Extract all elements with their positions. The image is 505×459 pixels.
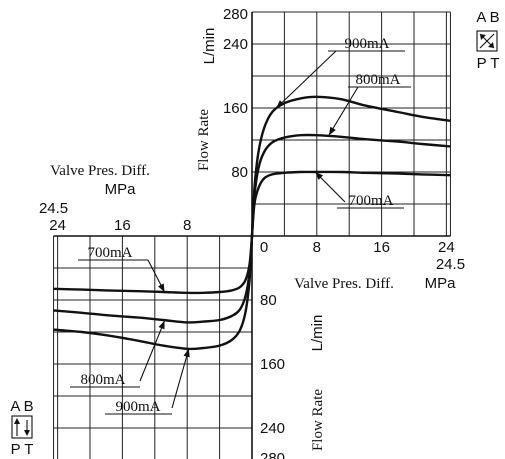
ur-leader-800mA bbox=[328, 86, 359, 136]
ur-series-label-900mA: 900mA bbox=[345, 36, 390, 52]
ur-y-axis-title: Flow Rate bbox=[196, 109, 212, 171]
ll-symbol-top-label: A B bbox=[10, 398, 33, 415]
ur-symbol-box bbox=[476, 30, 498, 52]
ur-symbol-arrowhead-b bbox=[488, 42, 494, 48]
ur-leader-900mA-arrowhead bbox=[276, 100, 285, 108]
ur-x-axis-title: Valve Pres. Diff. bbox=[294, 276, 394, 292]
ll-leader-700mA-arrowhead bbox=[158, 283, 165, 292]
ur-symbol-arrowhead-a bbox=[480, 34, 486, 40]
ll-x-axis-unit: MPa bbox=[105, 181, 137, 198]
ll-symbol-arrowhead-a bbox=[14, 418, 20, 424]
valve-symbol-upper-right: A B P T bbox=[476, 9, 499, 72]
valve-symbol-lower-left: A B P T bbox=[10, 398, 33, 458]
ur-series-label-800mA: 800mA bbox=[356, 72, 401, 88]
ll-y-axis-unit: L/min bbox=[309, 315, 326, 352]
ll-series-label-800mA: 800mA bbox=[81, 372, 126, 388]
ur-y-tick-label-80: 80 bbox=[231, 164, 248, 181]
ll-symbol-box bbox=[11, 415, 33, 439]
ll-curve-700mA bbox=[53, 235, 254, 295]
ur-leader-800mA-arrowhead bbox=[328, 126, 336, 136]
ll-y-tick-label-160: 160 bbox=[260, 356, 285, 373]
ur-symbol-top-label: A B bbox=[476, 9, 499, 26]
ll-series-label-900mA: 900mA bbox=[116, 399, 161, 415]
ur-y-tick-label-240: 240 bbox=[223, 36, 248, 53]
ur-x-tick-label-16: 16 bbox=[373, 239, 390, 256]
ur-y-max-label: 280 bbox=[223, 6, 248, 23]
ll-x-tick-label-16: 16 bbox=[114, 217, 131, 234]
ur-leader-900mA bbox=[275, 50, 337, 109]
ll-y-max-label: 280 bbox=[260, 450, 285, 459]
ur-y-tick-label-160: 160 bbox=[223, 100, 248, 117]
ll-y-axis-title: Flow Rate bbox=[310, 389, 326, 451]
ur-leader-700mA-arrowhead bbox=[315, 172, 324, 180]
ur-symbol-bottom-label: P T bbox=[477, 55, 500, 72]
ur-curve-800mA bbox=[250, 133, 451, 237]
ur-curve-700mA bbox=[250, 170, 451, 237]
ur-y-axis-unit: L/min bbox=[201, 28, 218, 65]
ur-x-tick-label-0: 0 bbox=[260, 239, 268, 256]
ll-y-tick-label-240: 240 bbox=[260, 420, 285, 437]
ur-series-label-700mA: 700mA bbox=[349, 193, 394, 209]
ll-symbol-arrowhead-b bbox=[24, 430, 30, 436]
ur-x-max-label: 24.5 bbox=[436, 256, 465, 273]
ll-leader-900mA-arrowhead bbox=[183, 348, 190, 358]
ll-x-axis-title: Valve Pres. Diff. bbox=[50, 163, 150, 179]
ll-x-max-label: 24.5 bbox=[39, 200, 68, 217]
ll-y-tick-label-80: 80 bbox=[260, 292, 277, 309]
ll-x-tick-label-24: 24 bbox=[49, 217, 66, 234]
ur-x-tick-label-24: 24 bbox=[438, 239, 455, 256]
ll-curve-800mA bbox=[53, 235, 254, 324]
ll-x-tick-label-8: 8 bbox=[183, 217, 191, 234]
ur-x-axis-unit: MPa bbox=[425, 275, 457, 292]
ll-curve-900mA bbox=[53, 235, 254, 351]
ur-x-tick-label-8: 8 bbox=[313, 239, 321, 256]
ur-curve-900mA bbox=[250, 95, 451, 237]
ll-leader-900mA bbox=[171, 348, 190, 409]
curve-layer bbox=[53, 50, 451, 415]
ll-leader-800mA-arrowhead bbox=[158, 320, 165, 330]
ll-symbol-bottom-label: P T bbox=[11, 441, 34, 458]
ll-series-label-700mA: 700mA bbox=[88, 245, 133, 261]
ll-leader-800mA bbox=[139, 320, 166, 382]
